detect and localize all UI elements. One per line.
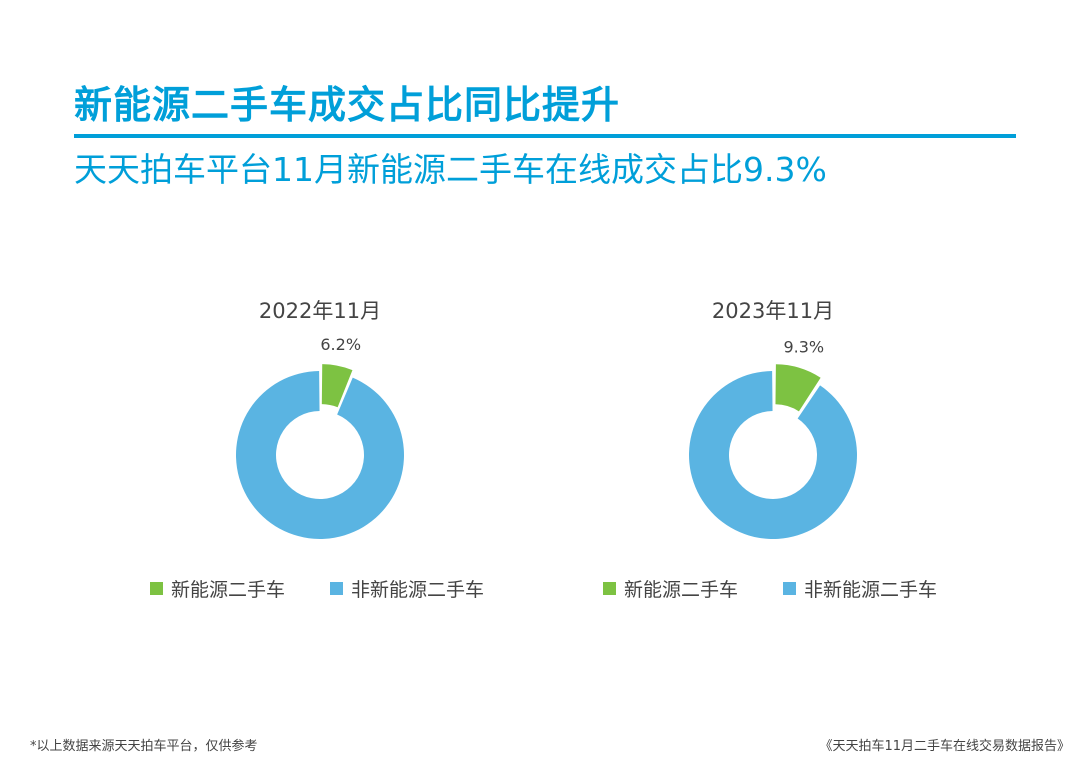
slice-non-new-energy <box>236 371 405 539</box>
legend-item: 非新能源二手车 <box>783 576 938 601</box>
data-label: 9.3% <box>783 338 824 357</box>
legend-swatch <box>150 581 163 595</box>
legend-label: 非新能源二手车 <box>804 578 938 601</box>
donut-charts: 2022年11月 6.2% 2023年11月 9.3% <box>236 299 858 539</box>
legend-item: 非新能源二手车 <box>330 576 485 601</box>
legend-item: 新能源二手车 <box>603 576 739 601</box>
legend-swatch <box>603 581 616 595</box>
legend-swatch <box>783 581 796 595</box>
legend-label: 新能源二手车 <box>171 578 286 601</box>
legend-label: 非新能源二手车 <box>351 578 485 601</box>
slice-new-energy <box>775 364 821 412</box>
slice-new-energy <box>321 364 353 408</box>
page-subtitle: 天天拍车平台11月新能源二手车在线成交占比9.3% <box>74 150 827 189</box>
report-source: 《天天拍车11月二手车在线交易数据报告》 <box>819 739 1070 754</box>
data-label: 6.2% <box>320 335 361 354</box>
chart-title: 2022年11月 <box>259 299 381 323</box>
chart-title: 2023年11月 <box>712 299 834 323</box>
footnote: *以上数据来源天天拍车平台，仅供参考 <box>30 739 258 754</box>
legend-label: 新能源二手车 <box>624 578 739 601</box>
page-title: 新能源二手车成交占比同比提升 <box>74 83 621 127</box>
legend-item: 新能源二手车 <box>150 576 286 601</box>
legend-swatch <box>330 581 343 595</box>
slice-non-new-energy <box>689 371 858 539</box>
title-divider <box>74 134 1016 138</box>
